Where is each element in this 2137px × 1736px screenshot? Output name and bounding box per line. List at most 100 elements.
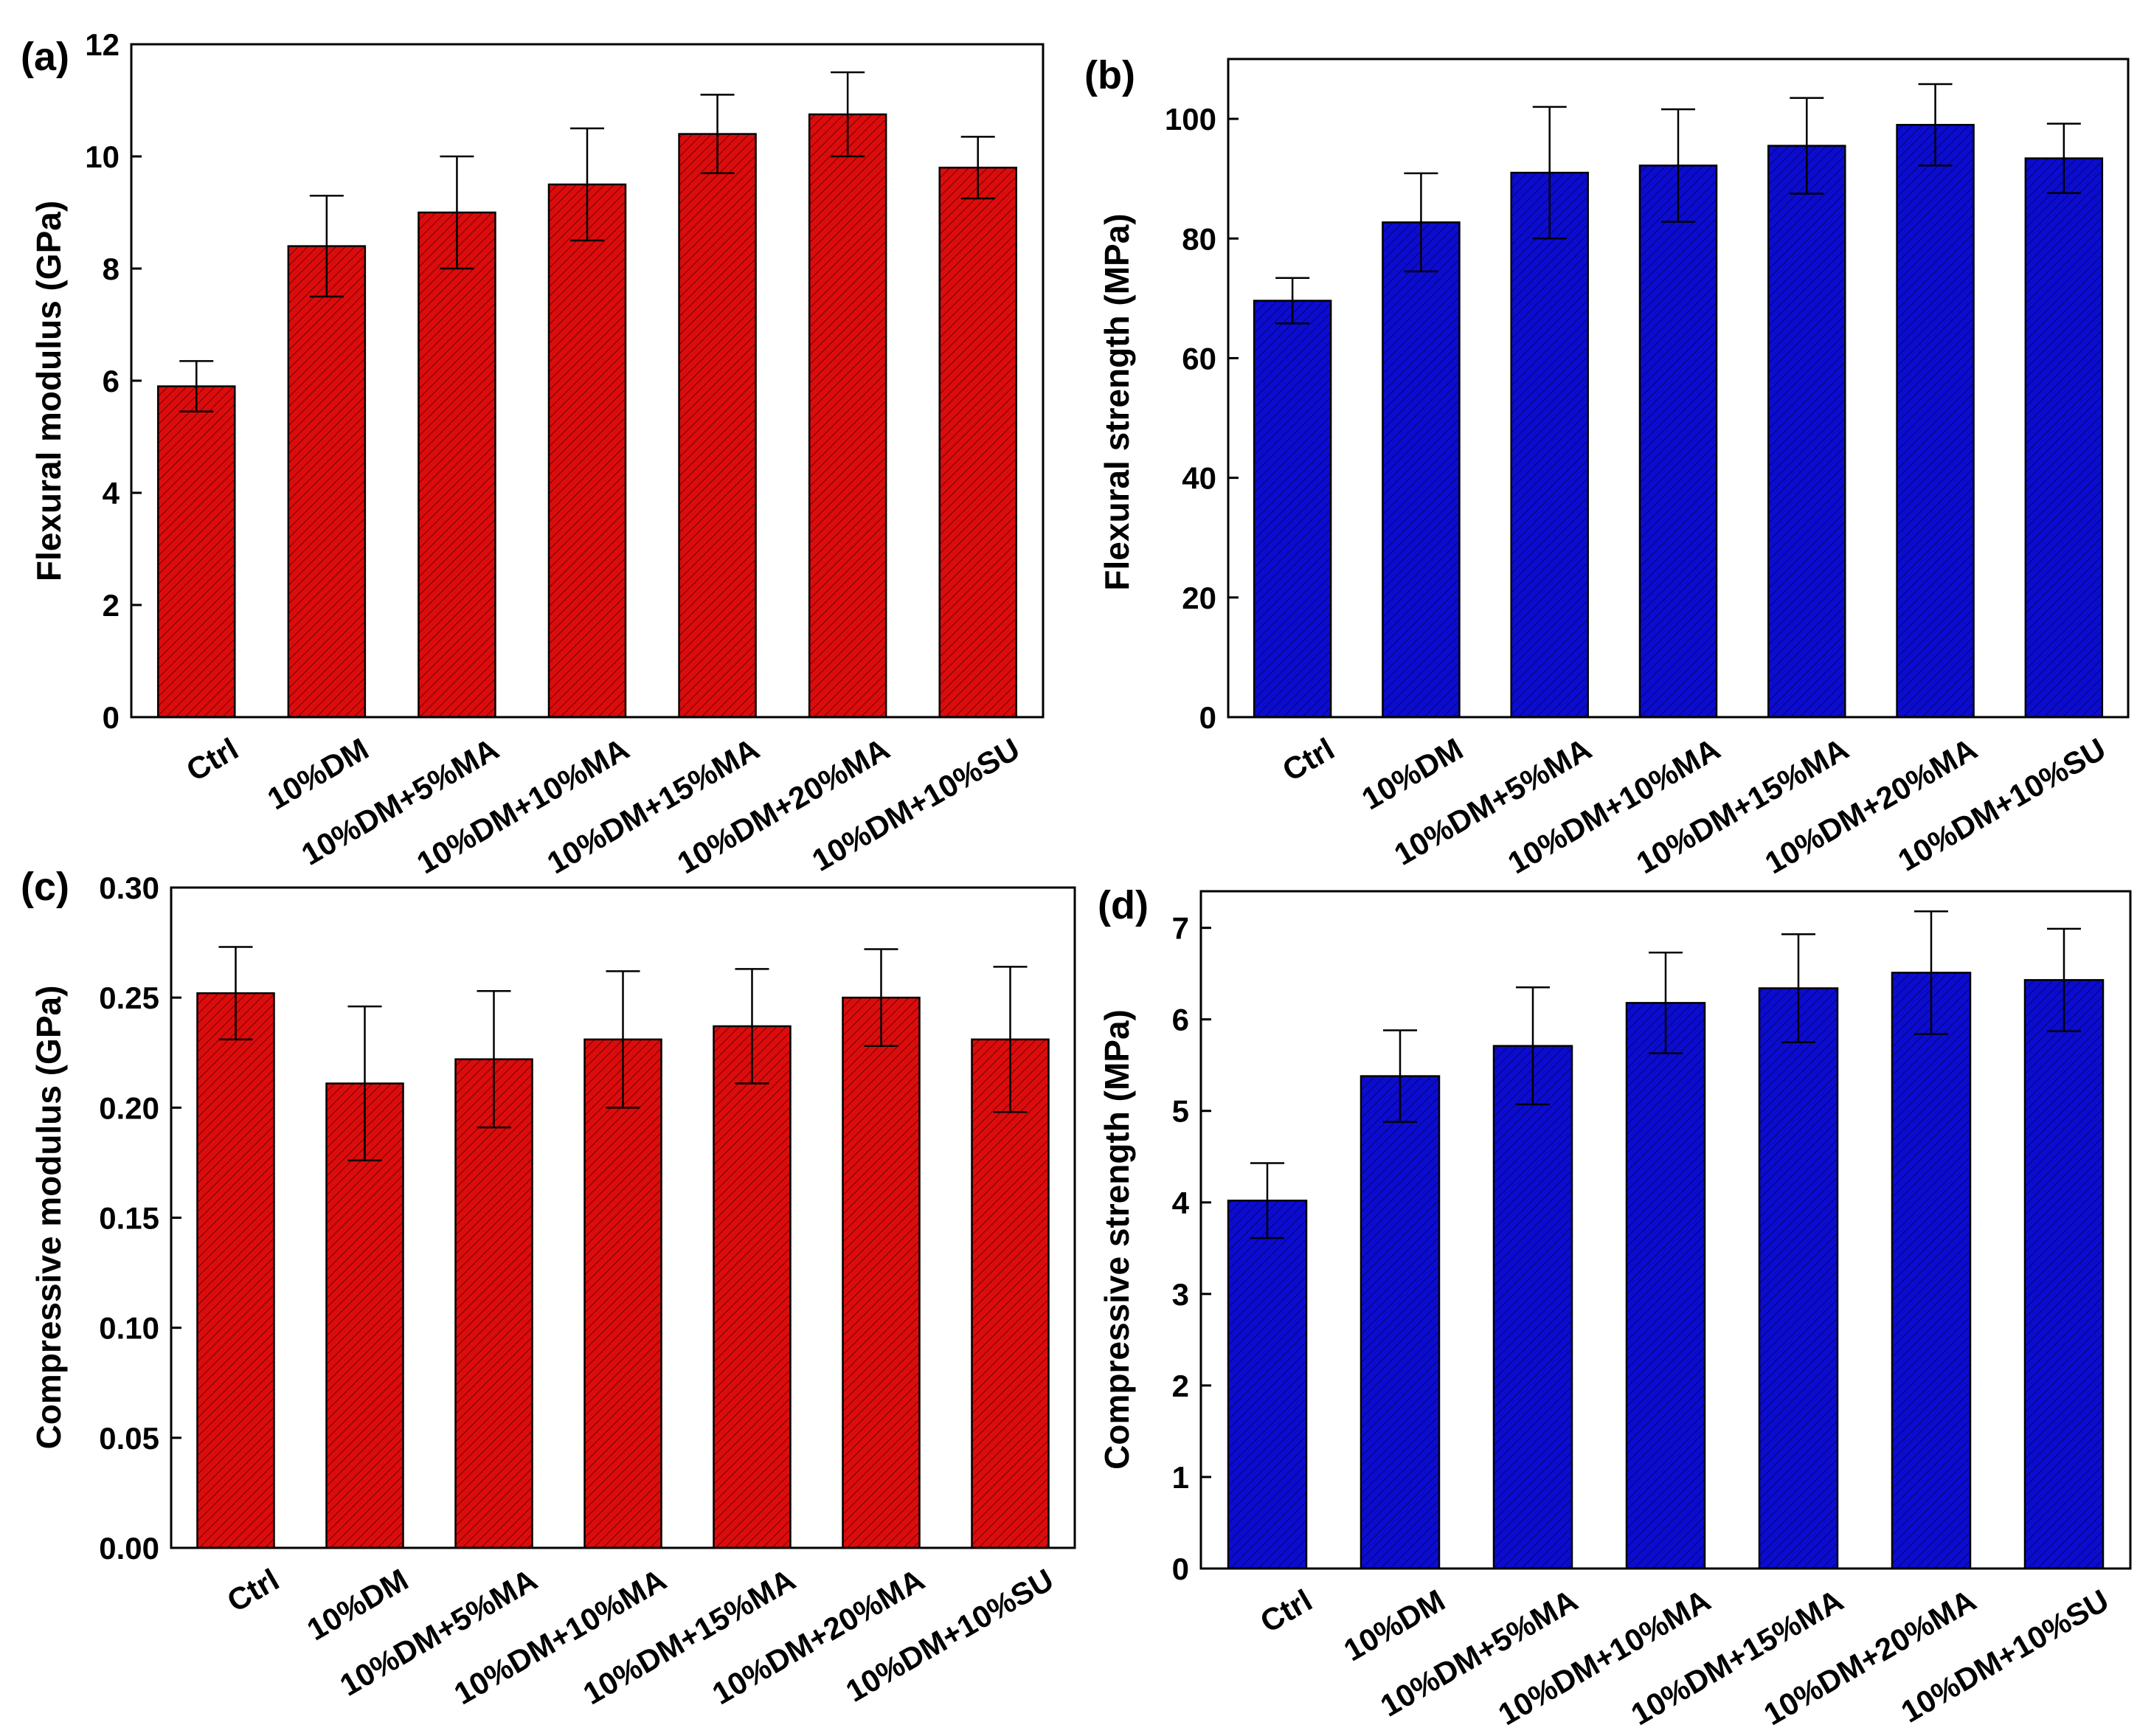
y-tick-label: 6 (1172, 1003, 1189, 1037)
y-tick-label: 8 (103, 252, 120, 286)
error-bar (864, 948, 898, 1048)
bar (938, 166, 1017, 719)
error-bar (735, 968, 769, 1085)
axes-frame (170, 886, 1076, 1549)
y-axis-title: Flexural strength (MPa) (1098, 213, 1136, 590)
bar (583, 1038, 662, 1549)
x-tick-label: Ctrl (1276, 731, 1340, 788)
error-bar (1275, 277, 1310, 325)
bar (287, 245, 367, 719)
axes-frame (1227, 58, 2130, 719)
y-tick-label: 2 (1172, 1369, 1189, 1403)
error-bar (347, 1005, 382, 1162)
error-bar (993, 966, 1028, 1113)
y-tick-label: 0.20 (99, 1090, 159, 1125)
y-tick-label: 40 (1182, 461, 1216, 496)
axes-frame (1199, 890, 2132, 1570)
bar (1891, 972, 1972, 1570)
error-bar (440, 155, 474, 270)
error-bar (1649, 951, 1683, 1054)
y-tick-label: 0 (1199, 700, 1216, 735)
bar (2023, 979, 2105, 1570)
x-tick-label: 10%DM+10%MA (448, 1562, 672, 1711)
bar (1638, 165, 1718, 719)
x-tick-label: 10%DM (1356, 731, 1469, 816)
x-tick-label: 10%DM+10%SU (1892, 731, 2111, 878)
panel-label: (d) (1098, 883, 1149, 927)
bar (1253, 300, 1332, 719)
x-tick-label: 10%DM+10%SU (840, 1562, 1059, 1709)
plot-area: 0.00 0.05 0.10 0.15 0.20 0.25 0.30 Ctrl 10%DM 10%… (99, 871, 1059, 1711)
y-tick-label: 0.10 (99, 1311, 159, 1346)
bar (2024, 157, 2104, 719)
error-bar (1532, 106, 1567, 240)
y-tick-label: 100 (1165, 102, 1216, 136)
y-tick-label: 0 (1172, 1552, 1189, 1586)
panel-d: (d) Compressive strength (MPa) 0 1 2 3 4 5 6 7 C… (1098, 883, 2132, 1732)
x-tick-label: Ctrl (181, 731, 244, 788)
panel-a: (a) Flexural modulus (GPa) 0 2 4 6 8 10 12 Ctrl… (21, 27, 1045, 880)
y-tick-label: 10 (85, 139, 120, 174)
x-tick-label: 10%DM+10%MA (1502, 731, 1725, 880)
bar (1492, 1045, 1573, 1570)
bar (157, 385, 236, 719)
error-bar (1383, 1029, 1417, 1123)
bar (1767, 145, 1846, 719)
axes-frame (130, 43, 1045, 719)
bar (842, 996, 921, 1549)
x-tick-label: 10%DM+20%MA (707, 1562, 930, 1711)
bar (713, 1025, 792, 1549)
x-tick-label: 10%DM (301, 1562, 414, 1647)
x-tick-label: Ctrl (221, 1562, 285, 1619)
x-tick-label: 10%DM+15%MA (1630, 731, 1854, 880)
bar (678, 133, 757, 719)
y-tick-label: 1 (1172, 1460, 1189, 1495)
bar (547, 183, 627, 719)
y-tick-label: 6 (103, 364, 120, 398)
bar (454, 1058, 533, 1549)
error-bar (570, 127, 604, 242)
y-tick-label: 0.30 (99, 871, 159, 905)
error-bar (606, 970, 640, 1109)
x-tick-label: 10%DM+20%MA (1759, 731, 1983, 880)
bar (1758, 987, 1839, 1570)
bar (1510, 171, 1589, 719)
error-bar (700, 94, 735, 175)
error-bar (179, 360, 214, 413)
panel-b: (b) Flexural strength (MPa) 0 20 40 60 80 100… (1084, 53, 2130, 880)
y-tick-label: 4 (103, 476, 120, 511)
error-bar (1404, 172, 1438, 273)
y-tick-label: 2 (103, 588, 120, 623)
error-bar (1661, 108, 1695, 223)
y-axis-title: Compressive modulus (GPa) (30, 986, 68, 1450)
y-tick-label: 0.00 (99, 1531, 159, 1566)
bar (196, 992, 275, 1549)
x-tick-label: 10%DM (261, 731, 374, 816)
bar (1896, 123, 1975, 719)
panel-label: (a) (21, 35, 69, 79)
error-bar (1918, 83, 1953, 167)
y-axis-title: Flexural modulus (GPa) (30, 201, 68, 581)
error-bar (309, 194, 344, 298)
panel-label: (b) (1084, 53, 1135, 97)
y-tick-label: 0.25 (99, 981, 159, 1015)
y-tick-label: 7 (1172, 911, 1189, 946)
y-tick-label: 0 (103, 700, 120, 735)
bar (1382, 221, 1461, 719)
y-tick-label: 12 (85, 27, 120, 62)
y-tick-label: 80 (1182, 221, 1216, 256)
x-tick-label: 10%DM+20%MA (671, 731, 895, 880)
y-tick-label: 0.15 (99, 1201, 159, 1236)
x-tick-label: 10%DM+10%MA (411, 731, 634, 880)
error-bar (831, 71, 865, 158)
error-bar (1781, 933, 1815, 1043)
bar (971, 1038, 1050, 1549)
error-bar (2046, 122, 2081, 194)
y-tick-label: 60 (1182, 341, 1216, 376)
y-tick-label: 0.05 (99, 1421, 159, 1456)
bar (1625, 1002, 1706, 1570)
bar (1227, 1200, 1308, 1570)
